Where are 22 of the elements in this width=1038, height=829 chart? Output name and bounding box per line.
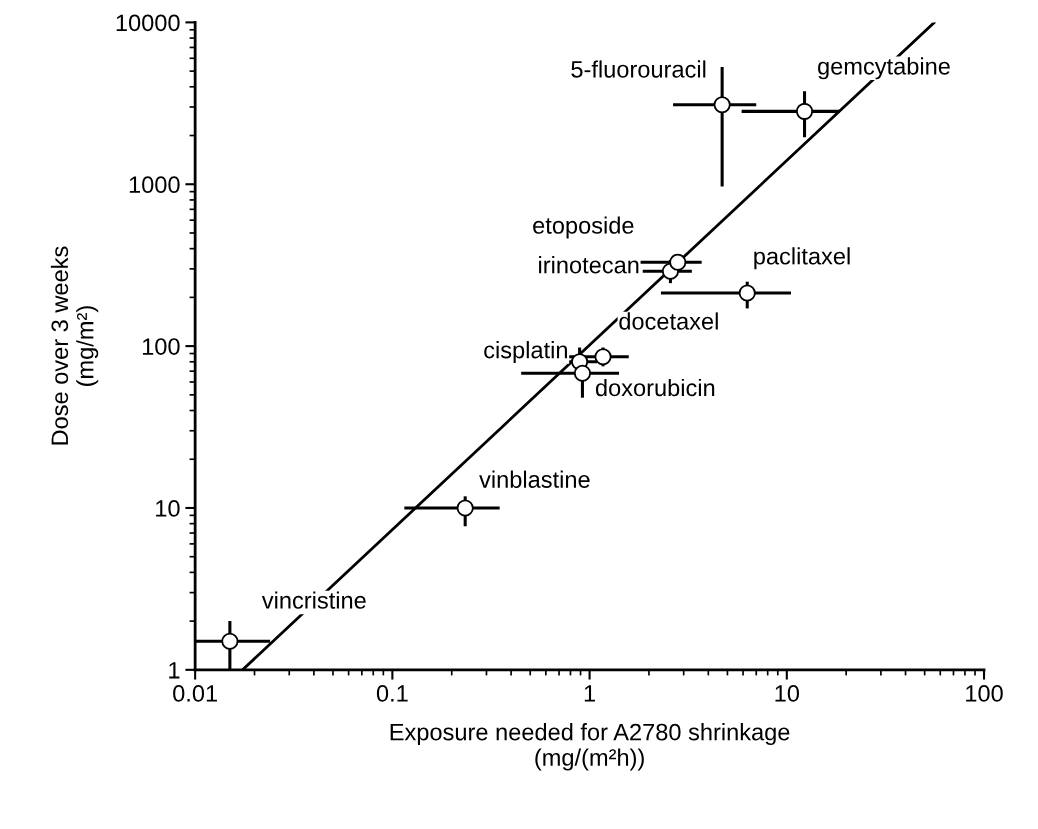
x-axis-title: Exposure needed for A2780 shrinkage (mg/(m²h)) xyxy=(390,723,790,771)
annotation: docetaxel xyxy=(619,312,718,330)
y-tick-label: 10000 xyxy=(116,14,180,32)
annotation: 5-fluorouracil xyxy=(571,60,706,78)
x-tick-label: 1 xyxy=(584,685,595,702)
annotation: paclitaxel xyxy=(754,247,850,270)
x-tick-label: 10 xyxy=(775,685,800,702)
annotation: gemcytabine xyxy=(818,57,950,80)
y-tick-label: 1000 xyxy=(129,176,180,194)
annotation: vinblastine xyxy=(479,470,590,488)
x-tick-label: 0.01 xyxy=(173,685,217,702)
annotation: doxorubicin xyxy=(595,378,715,397)
annotation: cisplatin xyxy=(484,341,567,364)
y-axis-title: Dose over 3 weeks (mg/m²) xyxy=(50,246,99,445)
y-tick-label: 10 xyxy=(156,500,180,517)
y-tick-label: 100 xyxy=(142,338,180,355)
x-tick-label: 0.1 xyxy=(376,685,408,702)
annotation: vincristine xyxy=(261,591,366,609)
y-tick-label: 1 xyxy=(169,662,180,679)
annotation: irinotecan xyxy=(539,256,639,274)
annotation: etoposide xyxy=(533,216,634,239)
x-tick-label: 100 xyxy=(966,685,1003,702)
